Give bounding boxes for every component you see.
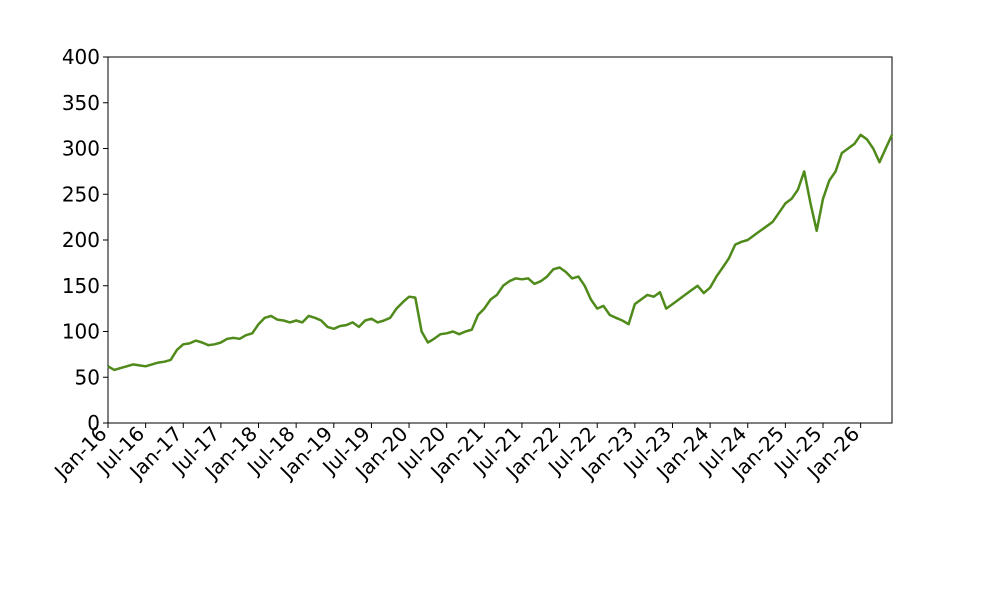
data-line: [107, 133, 894, 372]
y-tick-label: 350: [62, 91, 100, 115]
y-tick-label: 200: [62, 228, 100, 252]
y-tick-label: 150: [62, 274, 100, 298]
y-tick-label: 400: [62, 45, 100, 69]
y-tick-label: 50: [75, 365, 100, 389]
y-tick-label: 300: [62, 137, 100, 161]
y-tick-label: 250: [62, 182, 100, 206]
y-tick-label: 100: [62, 320, 100, 344]
y-tick-label: 0: [87, 411, 100, 435]
plot-frame: [107, 56, 893, 424]
